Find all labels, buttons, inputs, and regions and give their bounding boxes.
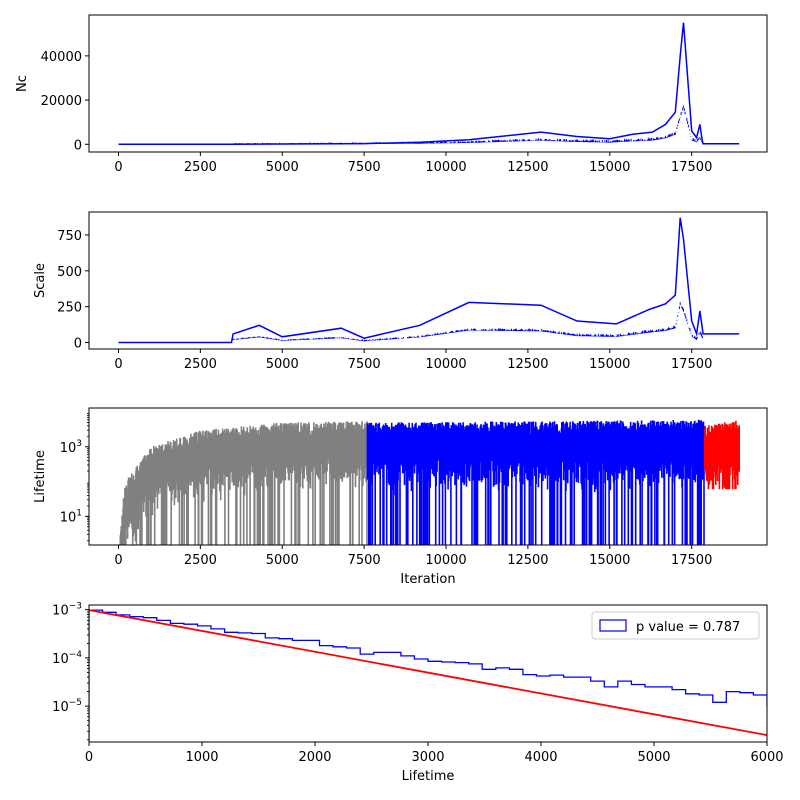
x-tick-label: 10000 <box>425 553 466 568</box>
panel-4: p value = 0.787 0 1000 2000 3000 4000 5000 6000… <box>52 602 783 784</box>
x-tick-label: 0 <box>114 553 122 568</box>
x-tick-label: 2500 <box>184 553 217 568</box>
y-tick-label: 101 <box>60 508 82 525</box>
lifetime-series-2 <box>366 419 706 545</box>
y-tick-label: 20000 <box>41 94 82 109</box>
legend-swatch <box>599 619 627 632</box>
plot-area <box>119 419 740 545</box>
axes-frame <box>88 211 768 350</box>
x-tick-label: 0 <box>114 160 122 175</box>
x-tick-label: 0 <box>114 357 122 372</box>
plot-area <box>89 609 767 742</box>
x-tick-label: 7500 <box>348 160 381 175</box>
axes-frame <box>88 407 768 546</box>
panel-1: 0 2500 5000 7500 10000 12500 15000 17500 0 20000 4… <box>15 14 768 175</box>
histogram-steps <box>89 609 767 742</box>
x-tick-label: 2500 <box>184 160 217 175</box>
x-tick-label: 15000 <box>589 553 630 568</box>
panel-3: 0 2500 5000 7500 10000 12500 15000 17500 101 103 L… <box>33 407 768 587</box>
plot-area <box>118 22 740 146</box>
x-tick-label: 2000 <box>298 750 331 765</box>
x-tick-label: 17500 <box>671 553 712 568</box>
x-tick-label: 5000 <box>266 160 299 175</box>
y-tick-label: 0 <box>74 337 82 352</box>
axes-frame <box>88 14 768 153</box>
x-tick-label: 3000 <box>411 750 444 765</box>
x-tick-label: 7500 <box>348 553 381 568</box>
x-tick-label: 12500 <box>507 357 548 372</box>
y-tick-label: 750 <box>57 229 82 244</box>
x-tick-label: 4000 <box>524 750 557 765</box>
y-axis-label: Lifetime <box>33 450 48 503</box>
x-tick-label: 17500 <box>671 357 712 372</box>
series-line-1 <box>118 217 740 344</box>
lifetime-series-1 <box>119 421 368 545</box>
x-tick-label: 1000 <box>185 750 218 765</box>
x-tick-label: 12500 <box>507 553 548 568</box>
y-tick-label: 500 <box>57 265 82 280</box>
x-tick-label: 5000 <box>266 357 299 372</box>
x-tick-label: 5000 <box>266 553 299 568</box>
y-axis-label: Nc <box>15 75 30 92</box>
x-tick-label: 15000 <box>589 160 630 175</box>
x-tick-label: 12500 <box>507 160 548 175</box>
y-tick-label: 103 <box>60 439 82 456</box>
x-tick-label: 6000 <box>750 750 783 765</box>
x-tick-label: 10000 <box>425 357 466 372</box>
x-tick-label: 17500 <box>671 160 712 175</box>
y-axis-label: Scale <box>33 263 48 298</box>
y-tick-label: 0 <box>74 138 82 153</box>
fit-line <box>89 609 767 737</box>
legend: p value = 0.787 <box>591 611 760 640</box>
x-tick-label: 7500 <box>348 357 381 372</box>
y-tick-label: 10−3 <box>52 602 82 619</box>
y-tick-label: 10−4 <box>52 650 82 667</box>
x-tick-label: 10000 <box>425 160 466 175</box>
panel-2: 0 2500 5000 7500 10000 12500 15000 17500 0 250 500… <box>33 211 768 372</box>
legend-frame <box>591 611 760 640</box>
x-tick-label: 5000 <box>637 750 670 765</box>
x-tick-label: 0 <box>85 750 93 765</box>
x-axis-label: Iteration <box>400 572 455 587</box>
y-tick-label: 40000 <box>41 50 82 65</box>
legend-entry: p value = 0.787 <box>636 620 740 635</box>
y-tick-label: 10−5 <box>52 698 82 715</box>
x-tick-label: 15000 <box>589 357 630 372</box>
y-tick-label: 250 <box>57 301 82 316</box>
x-axis-label: Lifetime <box>402 769 455 784</box>
x-tick-label: 2500 <box>184 357 217 372</box>
lifetime-series-3 <box>704 420 740 490</box>
